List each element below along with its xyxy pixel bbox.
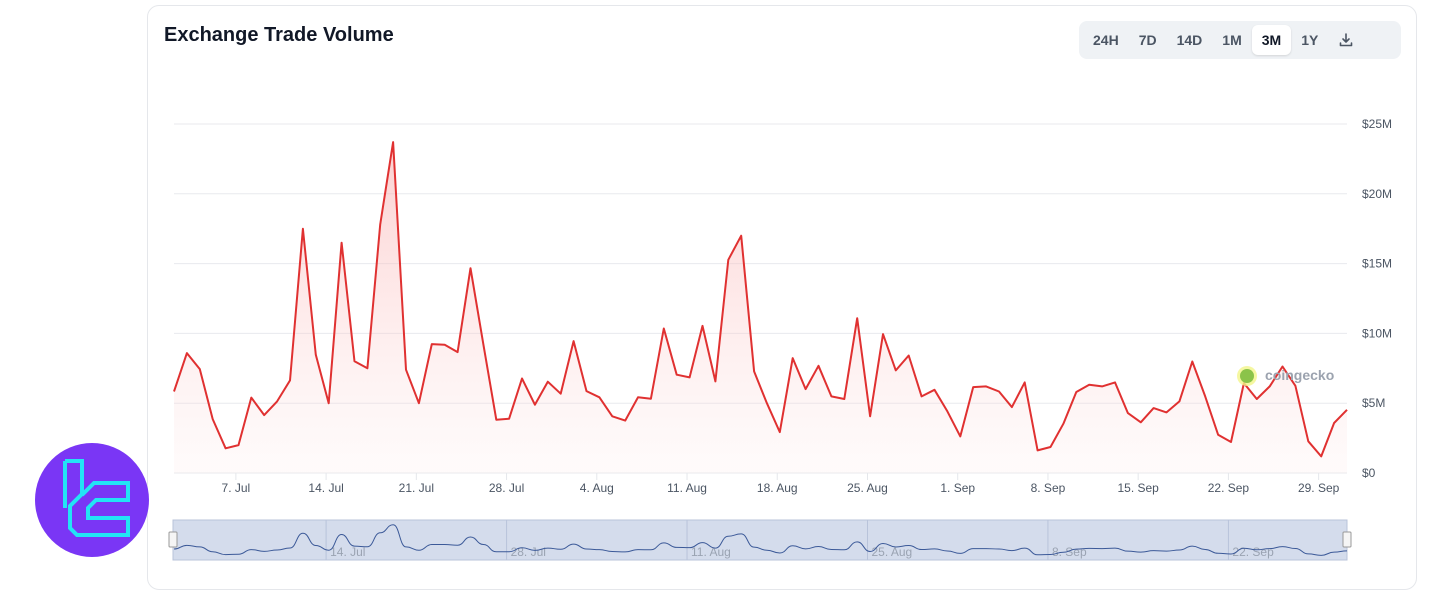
volume-area bbox=[174, 142, 1347, 473]
navigator-tick-label: 14. Jul bbox=[330, 545, 365, 559]
range-24h-button[interactable]: 24H bbox=[1093, 32, 1119, 48]
x-tick-label: 15. Sep bbox=[1117, 481, 1159, 495]
navigator-right-handle[interactable] bbox=[1342, 531, 1352, 548]
watermark-text: coingecko bbox=[1265, 367, 1334, 383]
chart-title: Exchange Trade Volume bbox=[164, 24, 394, 46]
coingecko-watermark: coingecko bbox=[1237, 366, 1334, 386]
x-tick-label: 1. Sep bbox=[940, 481, 975, 495]
x-tick-label: 25. Aug bbox=[847, 481, 888, 495]
x-tick-label: 14. Jul bbox=[308, 481, 343, 495]
navigator-tick-label: 22. Sep bbox=[1232, 545, 1274, 559]
volume-line bbox=[173, 141, 1348, 458]
x-tick-label: 11. Aug bbox=[667, 481, 707, 495]
download-button[interactable] bbox=[1328, 25, 1364, 55]
x-tick-label: 29. Sep bbox=[1298, 481, 1340, 495]
range-3m-button[interactable]: 3M bbox=[1251, 25, 1292, 55]
navigator-left-handle[interactable] bbox=[168, 531, 178, 548]
navigator[interactable]: 14. Jul 28. Jul 11. Aug 25. Aug 8. Sep 22. Se… bbox=[168, 519, 1352, 561]
y-tick-label: $0 bbox=[1362, 466, 1376, 480]
range-14d-button[interactable]: 14D bbox=[1176, 32, 1203, 48]
x-tick-label: 4. Aug bbox=[580, 481, 614, 495]
navigator-line bbox=[173, 524, 1348, 556]
y-tick-label: $25M bbox=[1362, 117, 1392, 131]
download-icon bbox=[1340, 33, 1353, 47]
y-tick-label: $10M bbox=[1362, 326, 1392, 340]
y-tick-label: $5M bbox=[1362, 396, 1385, 410]
range-1m-button[interactable]: 1M bbox=[1222, 32, 1242, 48]
range-1y-button[interactable]: 1Y bbox=[1301, 32, 1319, 48]
navigator-tick-label: 28. Jul bbox=[511, 545, 546, 559]
range-7d-button[interactable]: 7D bbox=[1138, 32, 1157, 48]
chart-card bbox=[147, 5, 1417, 590]
x-tick-label: 22. Sep bbox=[1208, 481, 1250, 495]
x-tick-label: 28. Jul bbox=[489, 481, 524, 495]
brand-logo bbox=[35, 443, 149, 557]
x-tick-label: 21. Jul bbox=[399, 481, 434, 495]
range-selector: 24H 7D 14D 1M 3M 1Y bbox=[1079, 21, 1401, 59]
x-tick-label: 8. Sep bbox=[1031, 481, 1066, 495]
x-tick-label: 18. Aug bbox=[757, 481, 798, 495]
y-tick-label: $20M bbox=[1362, 187, 1392, 201]
y-tick-label: $15M bbox=[1362, 257, 1392, 271]
navigator-tick-label: 8. Sep bbox=[1052, 545, 1087, 559]
navigator-window[interactable] bbox=[172, 519, 1348, 561]
x-tick-label: 7. Jul bbox=[222, 481, 251, 495]
navigator-tick-label: 25. Aug bbox=[871, 545, 912, 559]
navigator-tick-label: 11. Aug bbox=[691, 545, 731, 559]
